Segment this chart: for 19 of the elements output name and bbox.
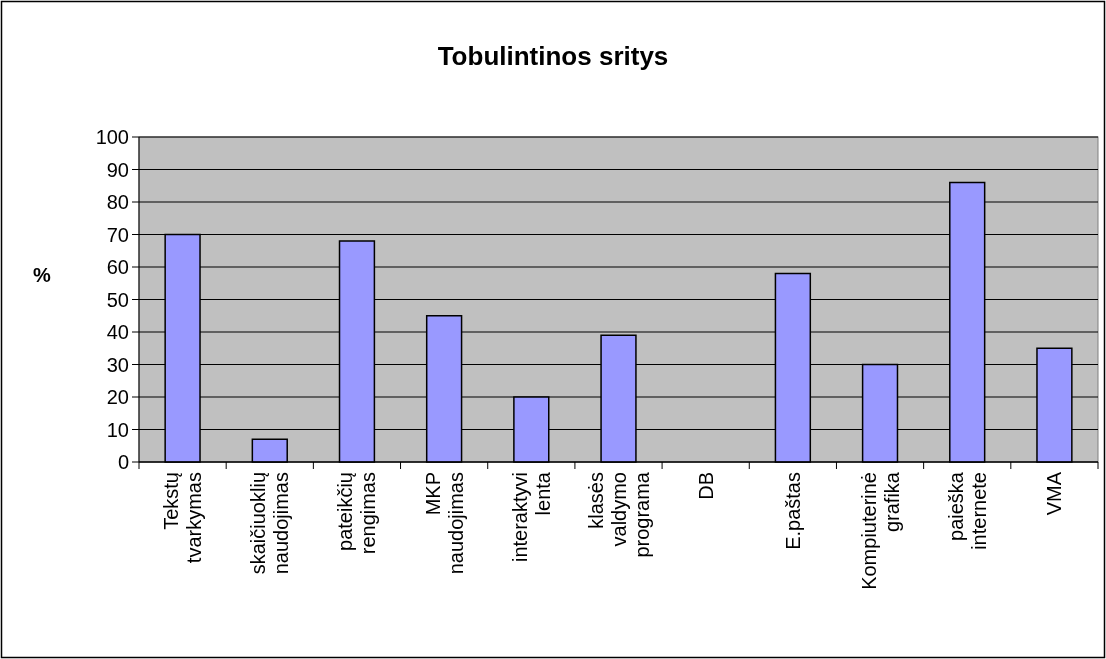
y-tick-label: 40 bbox=[106, 321, 129, 343]
y-tick-label: 30 bbox=[106, 353, 129, 376]
x-tick-label: Kompiuterinė grafika bbox=[857, 471, 903, 590]
x-tick-label: VMA bbox=[1043, 471, 1066, 516]
y-tick-label: 10 bbox=[106, 418, 129, 441]
y-tick-label: 80 bbox=[106, 191, 129, 213]
y-tick-label: 100 bbox=[95, 126, 129, 148]
y-tick-label: 20 bbox=[106, 386, 129, 408]
x-tick-label: DB bbox=[694, 472, 717, 500]
y-tick-label: 50 bbox=[106, 288, 129, 311]
y-tick-label: 60 bbox=[106, 256, 129, 278]
y-tick-label: 90 bbox=[106, 158, 129, 181]
x-tick-label: E.paštas bbox=[781, 472, 804, 550]
y-tick-label: 70 bbox=[106, 223, 129, 246]
y-tick-label: 0 bbox=[117, 451, 129, 473]
x-tick-label: interaktyvi lenta bbox=[508, 471, 554, 563]
y-axis-title: % bbox=[33, 264, 52, 286]
chart-title: Tobulintinos sritys bbox=[437, 41, 669, 71]
x-tick-label: Tekstų tvarkymas bbox=[160, 472, 206, 564]
